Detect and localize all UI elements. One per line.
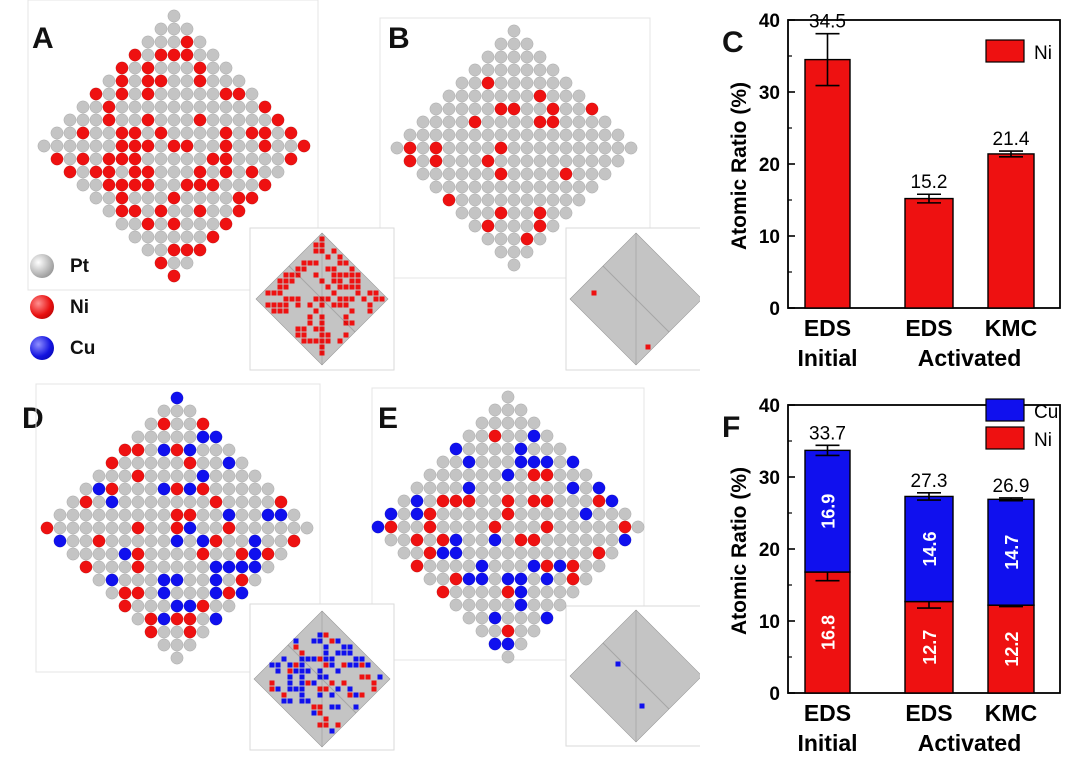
bar-ni: [987, 604, 1035, 694]
legend-label-cu: Cu: [1034, 402, 1058, 423]
legend-label-pt: Pt: [70, 256, 89, 277]
frame-d: [35, 383, 321, 673]
x-group-label: Activated: [918, 730, 1022, 756]
x-category-label: EDS: [804, 700, 851, 726]
x-category-label: EDS: [905, 315, 952, 341]
segment-value-label: 14.7: [1002, 535, 1022, 570]
y-tick-label: 20: [759, 155, 780, 176]
panel-label-b: B: [388, 22, 410, 55]
legend-label-ni: Ni: [1034, 430, 1052, 451]
panel-label-a: A: [32, 22, 54, 55]
bar-ni: [987, 153, 1035, 309]
legend-label-ni: Ni: [70, 297, 89, 318]
panel-label-d: D: [22, 402, 44, 435]
segment-value-label: 16.8: [819, 615, 839, 650]
x-group-label: Initial: [797, 730, 857, 756]
legend-label-cu: Cu: [70, 338, 96, 359]
frame-b: [379, 17, 651, 279]
inset-e-octahedron: [569, 609, 700, 743]
segment-value-label: 12.2: [1002, 632, 1022, 667]
y-tick-label: 10: [759, 227, 780, 248]
bar-value-label: 26.9: [993, 476, 1030, 497]
x-category-label: EDS: [804, 315, 851, 341]
segment-value-label: 16.9: [819, 494, 839, 529]
bar-cu: [987, 498, 1035, 606]
bar-value-label: 15.2: [911, 172, 948, 193]
bar-value-label: 21.4: [993, 129, 1030, 150]
inset-a-octahedron: [255, 232, 389, 366]
legend-swatch-cu: [985, 398, 1025, 422]
cu-atom-icon: [30, 336, 54, 360]
segment-value-label: 12.7: [920, 630, 940, 665]
y-tick-label: 0: [769, 299, 780, 320]
bar-value-label: 33.7: [809, 423, 846, 444]
x-category-label: KMC: [985, 315, 1037, 341]
y-tick-label: 30: [759, 83, 780, 104]
y-tick-label: 40: [759, 11, 780, 32]
bar-cu: [904, 495, 954, 603]
model-d-ptnicu-initial: [40, 391, 314, 665]
bar-ni: [804, 571, 851, 694]
bar-ni: [904, 197, 954, 309]
y-axis-label: Atomic Ratio (%): [728, 82, 751, 250]
inset-b-octahedron: [569, 232, 700, 366]
y-tick-label: 0: [769, 684, 780, 705]
model-b-ptni-activated: [390, 24, 638, 272]
y-axis-label: Atomic Ratio (%): [728, 467, 751, 635]
x-group-label: Initial: [797, 345, 857, 371]
x-group-label: Activated: [918, 345, 1022, 371]
x-category-label: KMC: [985, 700, 1037, 726]
panel-label-c: C: [722, 26, 744, 59]
bar-value-label: 27.3: [911, 471, 948, 492]
chart-c-ni-ratio: 0 10 20 30 40 Atomic Ratio (%) 34.5 EDS 15.2 EDS 2…: [722, 11, 1061, 371]
nanoparticle-models: [27, 0, 700, 751]
bar-value-label: 34.5: [809, 12, 846, 33]
model-a-ptni-initial: [37, 9, 311, 283]
y-tick-label: 20: [759, 540, 780, 561]
x-category-label: EDS: [905, 700, 952, 726]
frame-a: [27, 0, 319, 291]
legend-swatch-ni: [985, 426, 1025, 450]
y-tick-label: 30: [759, 468, 780, 489]
panel-label-f: F: [722, 411, 740, 444]
panel-label-e: E: [378, 402, 399, 435]
inset-d-octahedron: [253, 610, 391, 748]
segment-value-label: 14.6: [920, 531, 940, 566]
legend-label-ni: Ni: [1034, 43, 1052, 64]
ni-atom-icon: [30, 295, 54, 319]
y-tick-label: 10: [759, 612, 780, 633]
model-e-ptnicu-activated: [371, 390, 645, 664]
pt-atom-icon: [30, 254, 54, 278]
legend-swatch-ni: [985, 39, 1025, 63]
y-tick-label: 40: [759, 396, 780, 417]
chart-f-ni-cu-ratio: 0 10 20 30 40 Atomic Ratio (%) 16.8 16.9 33.7 EDS…: [722, 396, 1061, 756]
bar-ni: [804, 58, 851, 309]
